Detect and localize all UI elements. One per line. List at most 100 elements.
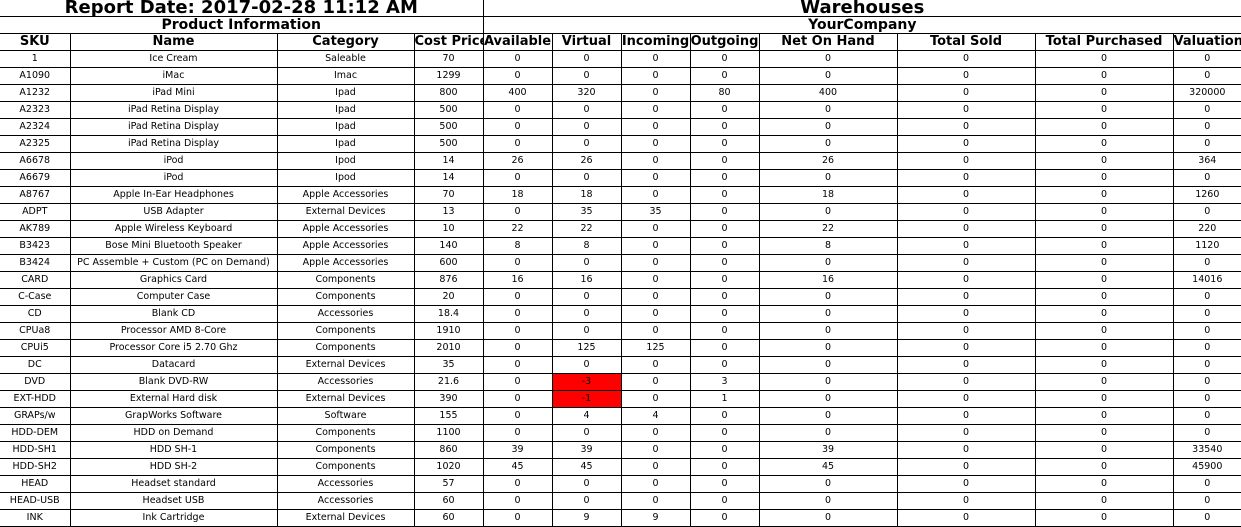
cell-available: 22 <box>482 220 553 238</box>
cell-category: External Devices <box>276 509 415 527</box>
table-row: A2325 iPad Retina Display Ipad 500 0 0 0 0 0 0 0 0 <box>0 135 1241 153</box>
cell-category: Accessories <box>276 492 415 510</box>
cell-category: Saleable <box>276 50 415 68</box>
cell-virtual: 0 <box>551 288 622 306</box>
cell-category: Components <box>276 339 415 357</box>
table-row: A6678 iPod Ipod 14 26 26 0 0 26 0 0 364 <box>0 152 1241 170</box>
cell-virtual: 125 <box>551 339 622 357</box>
cell-virtual: 0 <box>551 50 622 68</box>
cell-name: Ice Cream <box>69 50 278 68</box>
cell-category: Accessories <box>276 475 415 493</box>
cell-incoming: 0 <box>620 424 691 442</box>
cell-total-sold: 0 <box>896 305 1036 323</box>
cell-virtual: 320 <box>551 84 622 102</box>
cell-name: Apple In-Ear Headphones <box>69 186 278 204</box>
cell-cost-price: 500 <box>413 135 484 153</box>
cell-available: 18 <box>482 186 553 204</box>
column-header-category: Category <box>276 33 415 51</box>
cell-sku: CD <box>0 305 71 323</box>
cell-valuation: 33540 <box>1172 441 1241 459</box>
cell-outgoing: 0 <box>689 339 760 357</box>
cell-total-sold: 0 <box>896 169 1036 187</box>
table-row: HEAD-USB Headset USB Accessories 60 0 0 0 0 0 0 0 0 <box>0 492 1241 510</box>
cell-category: Ipad <box>276 118 415 136</box>
cell-name: Bose Mini Bluetooth Speaker <box>69 237 278 255</box>
cell-outgoing: 0 <box>689 220 760 238</box>
cell-valuation: 0 <box>1172 509 1241 527</box>
column-header-valuation: Valuation <box>1172 33 1241 51</box>
cell-outgoing: 0 <box>689 407 760 425</box>
cell-available: 0 <box>482 322 553 340</box>
cell-incoming: 0 <box>620 288 691 306</box>
cell-total-sold: 0 <box>896 492 1036 510</box>
cell-name: Computer Case <box>69 288 278 306</box>
cell-total-purchased: 0 <box>1034 390 1174 408</box>
cell-cost-price: 14 <box>413 169 484 187</box>
table-row: DC Datacard External Devices 35 0 0 0 0 0 0 0 0 <box>0 356 1241 374</box>
cell-category: Components <box>276 322 415 340</box>
table-row: HEAD Headset standard Accessories 57 0 0 0 0 0 0 0… <box>0 475 1241 493</box>
cell-total-sold: 0 <box>896 509 1036 527</box>
cell-available: 16 <box>482 271 553 289</box>
cell-total-purchased: 0 <box>1034 50 1174 68</box>
cell-sku: HEAD <box>0 475 71 493</box>
cell-outgoing: 0 <box>689 322 760 340</box>
cell-cost-price: 70 <box>413 50 484 68</box>
cell-category: Components <box>276 441 415 459</box>
cell-valuation: 0 <box>1172 288 1241 306</box>
cell-virtual: 0 <box>551 101 622 119</box>
cell-total-purchased: 0 <box>1034 169 1174 187</box>
cell-net-on-hand: 0 <box>758 322 898 340</box>
cell-incoming: 0 <box>620 101 691 119</box>
cell-virtual: 0 <box>551 67 622 85</box>
cell-total-purchased: 0 <box>1034 509 1174 527</box>
cell-available: 0 <box>482 254 553 272</box>
cell-category: Ipad <box>276 135 415 153</box>
cell-incoming: 0 <box>620 305 691 323</box>
cell-incoming: 35 <box>620 203 691 221</box>
cell-total-purchased: 0 <box>1034 254 1174 272</box>
cell-total-purchased: 0 <box>1034 424 1174 442</box>
cell-total-sold: 0 <box>896 339 1036 357</box>
cell-name: iMac <box>69 67 278 85</box>
cell-incoming: 0 <box>620 152 691 170</box>
cell-cost-price: 1020 <box>413 458 484 476</box>
cell-virtual: 0 <box>551 424 622 442</box>
cell-name: Blank CD <box>69 305 278 323</box>
table-row: A2324 iPad Retina Display Ipad 500 0 0 0 0 0 0 0 0 <box>0 118 1241 136</box>
cell-incoming: 0 <box>620 84 691 102</box>
cell-available: 400 <box>482 84 553 102</box>
cell-sku: A8767 <box>0 186 71 204</box>
cell-net-on-hand: 0 <box>758 288 898 306</box>
cell-sku: DVD <box>0 373 71 391</box>
cell-total-sold: 0 <box>896 254 1036 272</box>
cell-sku: HDD-DEM <box>0 424 71 442</box>
cell-cost-price: 13 <box>413 203 484 221</box>
cell-virtual: -1 <box>551 390 622 408</box>
cell-outgoing: 80 <box>689 84 760 102</box>
cell-valuation: 364 <box>1172 152 1241 170</box>
cell-available: 0 <box>482 339 553 357</box>
table-row: CPUa8 Processor AMD 8-Core Components 1910 0… <box>0 322 1241 340</box>
cell-incoming: 0 <box>620 220 691 238</box>
cell-available: 0 <box>482 475 553 493</box>
table-row: HDD-SH1 HDD SH-1 Components 860 39 39 0 0 39 0 0 33… <box>0 441 1241 459</box>
cell-available: 0 <box>482 305 553 323</box>
cell-category: Components <box>276 458 415 476</box>
cell-incoming: 0 <box>620 475 691 493</box>
cell-category: Accessories <box>276 305 415 323</box>
company-name: YourCompany <box>482 16 1241 34</box>
table-row: ADPT USB Adapter External Devices 13 0 35 35 0 0… <box>0 203 1241 221</box>
cell-valuation: 0 <box>1172 424 1241 442</box>
cell-incoming: 0 <box>620 458 691 476</box>
column-header-available: Available <box>482 33 553 51</box>
cell-cost-price: 500 <box>413 118 484 136</box>
cell-outgoing: 0 <box>689 458 760 476</box>
cell-net-on-hand: 400 <box>758 84 898 102</box>
cell-net-on-hand: 0 <box>758 492 898 510</box>
cell-valuation: 1120 <box>1172 237 1241 255</box>
cell-total-purchased: 0 <box>1034 322 1174 340</box>
cell-name: Ink Cartridge <box>69 509 278 527</box>
cell-virtual: 0 <box>551 118 622 136</box>
cell-outgoing: 0 <box>689 356 760 374</box>
